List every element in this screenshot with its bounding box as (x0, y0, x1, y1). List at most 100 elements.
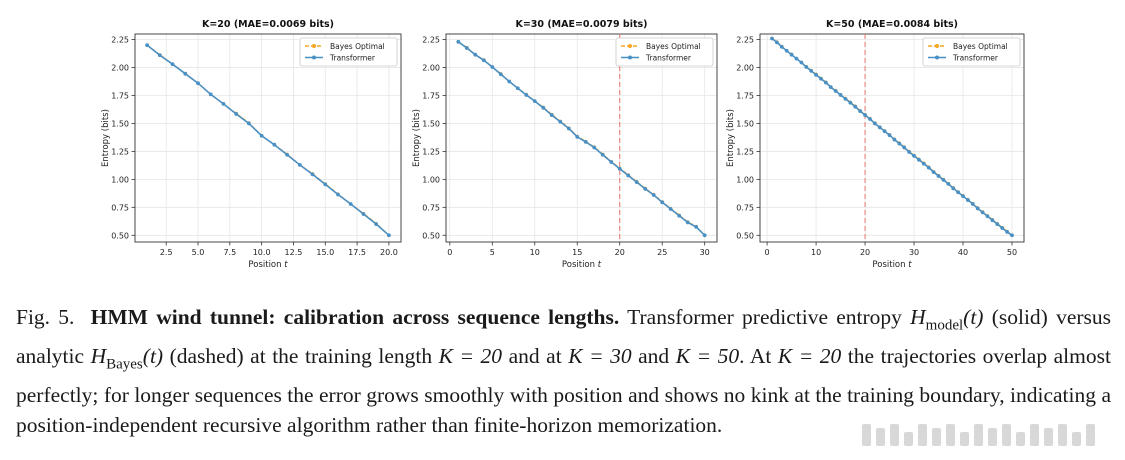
y-axis-label: Entropy (bits) (101, 109, 111, 167)
legend-label-transformer: Transformer (645, 54, 692, 63)
legend-label-bayes: Bayes Optimal (646, 42, 701, 51)
data-point-transformer-11 (285, 152, 289, 157)
data-point-transformer-10 (541, 105, 546, 110)
data-point-transformer-2 (473, 52, 478, 57)
data-point-transformer-19 (863, 113, 867, 117)
figure-caption: Fig. 5. HMM wind tunnel: calibration acr… (16, 302, 1111, 441)
y-axis-label: Entropy (bits) (726, 109, 736, 167)
data-point-transformer-16 (592, 145, 597, 150)
data-point-transformer-49 (1010, 233, 1014, 238)
y-tick-label-6: 2.00 (111, 64, 129, 73)
x-tick-label-3: 15 (572, 248, 582, 257)
legend-box (299, 37, 398, 67)
y-tick-label-5: 1.75 (736, 92, 754, 101)
x-tick-label-0: 2.5 (160, 248, 173, 257)
legend: Bayes Optimal Transformer (922, 37, 1021, 67)
data-point-transformer-16 (848, 100, 853, 105)
data-point-transformer-29 (702, 233, 707, 238)
x-tick-label-2: 7.5 (223, 248, 236, 257)
data-point-transformer-29 (912, 153, 916, 158)
data-point-transformer-7 (804, 65, 809, 69)
x-tick-label-4: 40 (958, 248, 968, 257)
figure-title: HMM wind tunnel: calibration across sequ… (90, 305, 620, 329)
data-point-transformer-8 (247, 121, 251, 126)
data-point-transformer-0 (145, 43, 149, 48)
data-point-transformer-22 (643, 186, 648, 191)
data-point-transformer-21 (872, 121, 877, 126)
data-point-transformer-25 (892, 137, 897, 142)
data-point-transformer-1 (774, 40, 779, 45)
y-tick-label-3: 1.25 (422, 147, 440, 156)
data-point-transformer-2 (779, 44, 784, 49)
legend-label-bayes: Bayes Optimal (330, 42, 385, 51)
data-point-transformer-1 (157, 53, 162, 58)
caption-k30: K = 30 (568, 343, 632, 368)
x-tick-label-4: 12.5 (285, 248, 303, 257)
legend-box (922, 37, 1021, 67)
x-tick-label-6: 17.5 (348, 248, 366, 257)
data-point-transformer-4 (196, 81, 200, 86)
y-tick-label-5: 1.75 (111, 92, 129, 101)
data-point-transformer-45 (990, 218, 995, 223)
x-axis-label: Position t (562, 260, 602, 270)
data-point-transformer-48 (1005, 230, 1010, 234)
legend-marker-transformer (312, 55, 316, 60)
data-point-transformer-38 (956, 190, 961, 195)
caption-k50: K = 50 (675, 343, 740, 368)
data-point-transformer-3 (784, 48, 789, 53)
data-point-transformer-10 (272, 142, 277, 147)
data-point-transformer-13 (310, 172, 315, 177)
y-tick-label-1: 0.75 (111, 203, 129, 212)
data-point-transformer-26 (897, 141, 902, 146)
figure-charts: 2.5 5.0 7.5 10.0 12.5 15.0 17.5 20.0 0.50 0.75 1.0… (101, 19, 1025, 270)
legend: Bayes Optimal Transformer (615, 37, 714, 67)
caption-text-2: (solid) versus analytic (16, 305, 1112, 368)
y-tick-label-0: 0.50 (736, 231, 754, 240)
data-point-transformer-9 (532, 99, 537, 103)
x-tick-label-7: 20.0 (380, 248, 398, 257)
chart-panel-1: 2.5 5.0 7.5 10.0 12.5 15.0 17.5 20.0 0.50 0.75 1.0… (101, 19, 402, 270)
data-point-transformer-6 (799, 60, 804, 65)
y-tick-label-5: 1.75 (422, 92, 440, 101)
data-point-transformer-13 (833, 89, 838, 93)
x-tick-label-4: 20 (615, 248, 625, 257)
data-point-transformer-0 (456, 39, 461, 44)
data-point-transformer-24 (660, 200, 665, 205)
data-point-transformer-32 (926, 165, 931, 170)
data-point-transformer-19 (387, 233, 391, 238)
data-point-transformer-1 (464, 46, 469, 50)
chart-title: K=30 (MAE=0.0079 bits) (515, 19, 647, 30)
y-tick-label-1: 0.75 (736, 203, 754, 212)
data-point-transformer-41 (970, 202, 975, 206)
y-tick-label-2: 1.00 (422, 175, 440, 184)
data-point-transformer-3 (481, 58, 486, 63)
legend-label-transformer: Transformer (952, 54, 999, 63)
plot-frame (445, 33, 718, 243)
watermark-logo (862, 418, 1112, 450)
data-point-transformer-34 (936, 174, 941, 178)
data-point-transformer-11 (823, 80, 828, 85)
data-point-transformer-2 (170, 62, 175, 67)
data-point-transformer-26 (677, 213, 682, 218)
figure-label: Fig. 5. (16, 305, 75, 329)
y-tick-label-6: 2.00 (422, 64, 440, 73)
x-tick-label-1: 10 (811, 248, 821, 257)
y-tick-label-7: 2.25 (111, 36, 129, 45)
x-tick-label-1: 5 (490, 248, 495, 257)
data-point-transformer-10 (819, 76, 823, 81)
x-tick-label-2: 20 (860, 248, 870, 257)
data-point-transformer-7 (515, 86, 520, 91)
data-point-transformer-15 (336, 192, 340, 197)
chart-panel-2: 0 5 10 15 20 25 30 0.50 0.75 1.00 1.25 1.50 1.75 2.00… (412, 19, 718, 270)
data-point-transformer-19 (617, 166, 622, 171)
y-tick-label-3: 1.25 (111, 147, 129, 156)
chart-title: K=20 (MAE=0.0069 bits) (202, 19, 334, 30)
data-point-transformer-37 (951, 186, 956, 191)
y-tick-label-0: 0.50 (422, 231, 440, 240)
data-point-transformer-9 (814, 72, 818, 77)
data-point-transformer-39 (961, 194, 965, 199)
data-point-transformer-9 (259, 133, 264, 138)
data-point-transformer-47 (1000, 226, 1005, 230)
data-point-transformer-43 (980, 210, 985, 215)
x-tick-label-3: 10.0 (253, 248, 271, 257)
